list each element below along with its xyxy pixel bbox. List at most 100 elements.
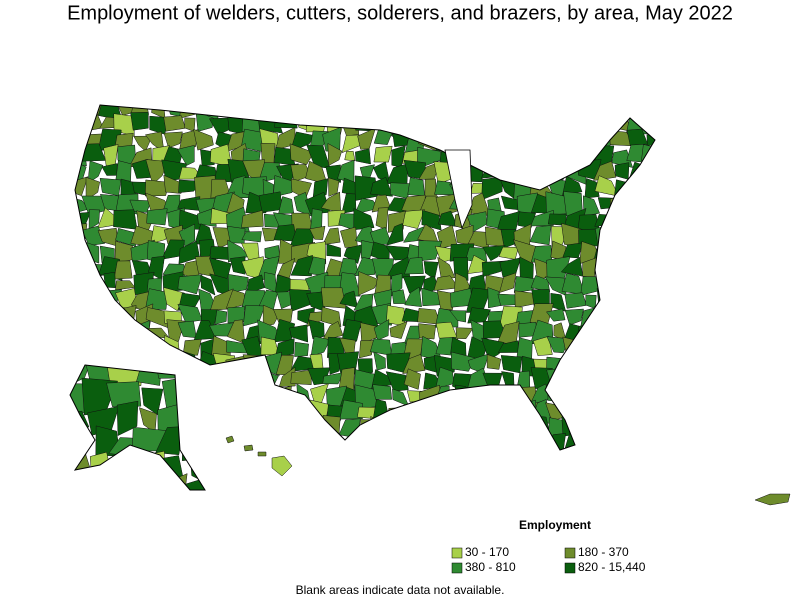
legend-label: 180 - 370 xyxy=(578,545,629,559)
area xyxy=(190,448,205,487)
area xyxy=(195,110,214,132)
area xyxy=(372,384,392,400)
area xyxy=(519,159,534,182)
area xyxy=(481,176,503,201)
area xyxy=(181,427,205,461)
area xyxy=(388,434,410,450)
legend-swatch xyxy=(451,547,463,559)
area xyxy=(386,305,406,327)
area xyxy=(404,257,424,275)
area xyxy=(453,405,475,419)
area xyxy=(546,308,566,322)
area xyxy=(643,271,655,296)
area xyxy=(582,195,601,217)
area xyxy=(339,399,363,420)
area xyxy=(113,337,133,360)
area xyxy=(405,105,425,118)
area xyxy=(357,271,380,296)
lower-48-outline xyxy=(74,104,656,451)
area xyxy=(640,105,655,115)
puerto-rico xyxy=(754,493,791,506)
area xyxy=(322,227,341,246)
area xyxy=(209,105,230,119)
area xyxy=(611,356,632,376)
area xyxy=(373,351,386,371)
area xyxy=(309,225,326,240)
area xyxy=(466,389,487,406)
area xyxy=(163,131,183,149)
area xyxy=(114,305,137,326)
area xyxy=(109,460,133,486)
area xyxy=(642,305,655,325)
area xyxy=(343,244,364,264)
area xyxy=(390,182,411,199)
area xyxy=(631,320,651,343)
area xyxy=(533,112,554,136)
area xyxy=(579,335,597,357)
area xyxy=(75,130,90,147)
area xyxy=(417,406,443,422)
area xyxy=(470,115,484,134)
area xyxy=(564,308,584,326)
area xyxy=(389,105,411,120)
area xyxy=(290,438,316,450)
area xyxy=(531,128,553,152)
area xyxy=(449,105,475,117)
area xyxy=(612,105,634,113)
area xyxy=(386,197,406,214)
area xyxy=(277,105,291,115)
area xyxy=(290,369,312,385)
area xyxy=(501,146,522,170)
area xyxy=(562,336,587,359)
area xyxy=(595,105,613,114)
area xyxy=(257,451,267,457)
area xyxy=(84,320,105,344)
area xyxy=(564,145,583,169)
area xyxy=(75,112,91,136)
area xyxy=(595,400,616,423)
area xyxy=(258,385,278,404)
area xyxy=(75,105,86,120)
area xyxy=(201,378,205,407)
area xyxy=(98,335,124,359)
area xyxy=(136,336,152,360)
area xyxy=(146,208,168,226)
area xyxy=(405,116,428,132)
area xyxy=(423,261,439,280)
area xyxy=(641,144,655,165)
area xyxy=(436,105,457,118)
area xyxy=(225,435,235,444)
area xyxy=(210,387,235,409)
area xyxy=(258,191,283,213)
area xyxy=(450,351,476,372)
area xyxy=(156,473,188,490)
area xyxy=(617,257,634,276)
area xyxy=(576,112,597,134)
area xyxy=(614,162,630,180)
area xyxy=(646,368,655,391)
area xyxy=(305,105,329,116)
area xyxy=(355,148,371,165)
area xyxy=(340,319,362,346)
area xyxy=(86,292,100,308)
area xyxy=(610,191,632,217)
area xyxy=(466,432,491,450)
area xyxy=(521,113,533,135)
area xyxy=(500,415,516,441)
area xyxy=(75,255,90,281)
area xyxy=(520,127,539,153)
area xyxy=(437,416,454,441)
area xyxy=(550,129,569,152)
area xyxy=(200,275,216,296)
area xyxy=(488,114,506,137)
area xyxy=(595,352,618,369)
area xyxy=(564,351,586,371)
area xyxy=(116,400,139,437)
area xyxy=(628,336,652,361)
area xyxy=(453,111,475,134)
area xyxy=(117,475,138,490)
area xyxy=(625,211,650,231)
area xyxy=(215,431,235,450)
area xyxy=(290,255,313,277)
area xyxy=(600,416,618,439)
